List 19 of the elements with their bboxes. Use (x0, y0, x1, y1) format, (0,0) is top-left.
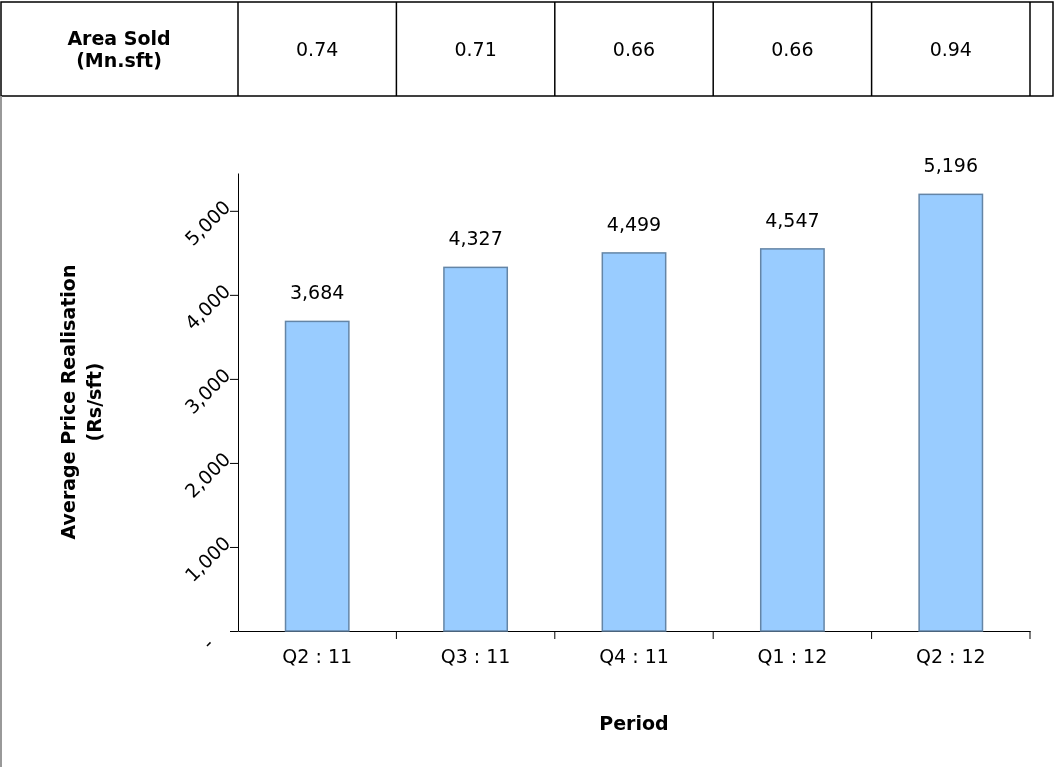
x-tick-label: Q2 : 12 (915, 644, 986, 667)
x-tick-label: Q2 : 11 (282, 644, 353, 667)
x-tick-label: Q3 : 11 (440, 644, 511, 667)
data-label: 0.94 (929, 38, 972, 60)
data-label: 5,196 (923, 154, 978, 177)
text: Area Sold (Mn.sft) (67, 27, 171, 71)
x-tick-label: Q4 : 11 (599, 644, 669, 667)
data-label: 4,499 (606, 212, 662, 235)
x-axis-title: Period (599, 712, 669, 734)
data-label: 0.71 (454, 38, 497, 60)
x-tick-label: Q1 : 12 (757, 644, 828, 667)
data-label: 0.66 (612, 38, 656, 60)
data-label: 4,327 (448, 227, 503, 250)
data-label: 0.66 (771, 38, 814, 60)
data-label: 0.74 (296, 38, 339, 60)
y-tick-label: - (197, 632, 218, 654)
y-axis-title: Average Price Realisation (Rs/sft) (57, 264, 105, 540)
data-label: 3,684 (290, 281, 345, 304)
data-label: 4,547 (765, 208, 820, 231)
